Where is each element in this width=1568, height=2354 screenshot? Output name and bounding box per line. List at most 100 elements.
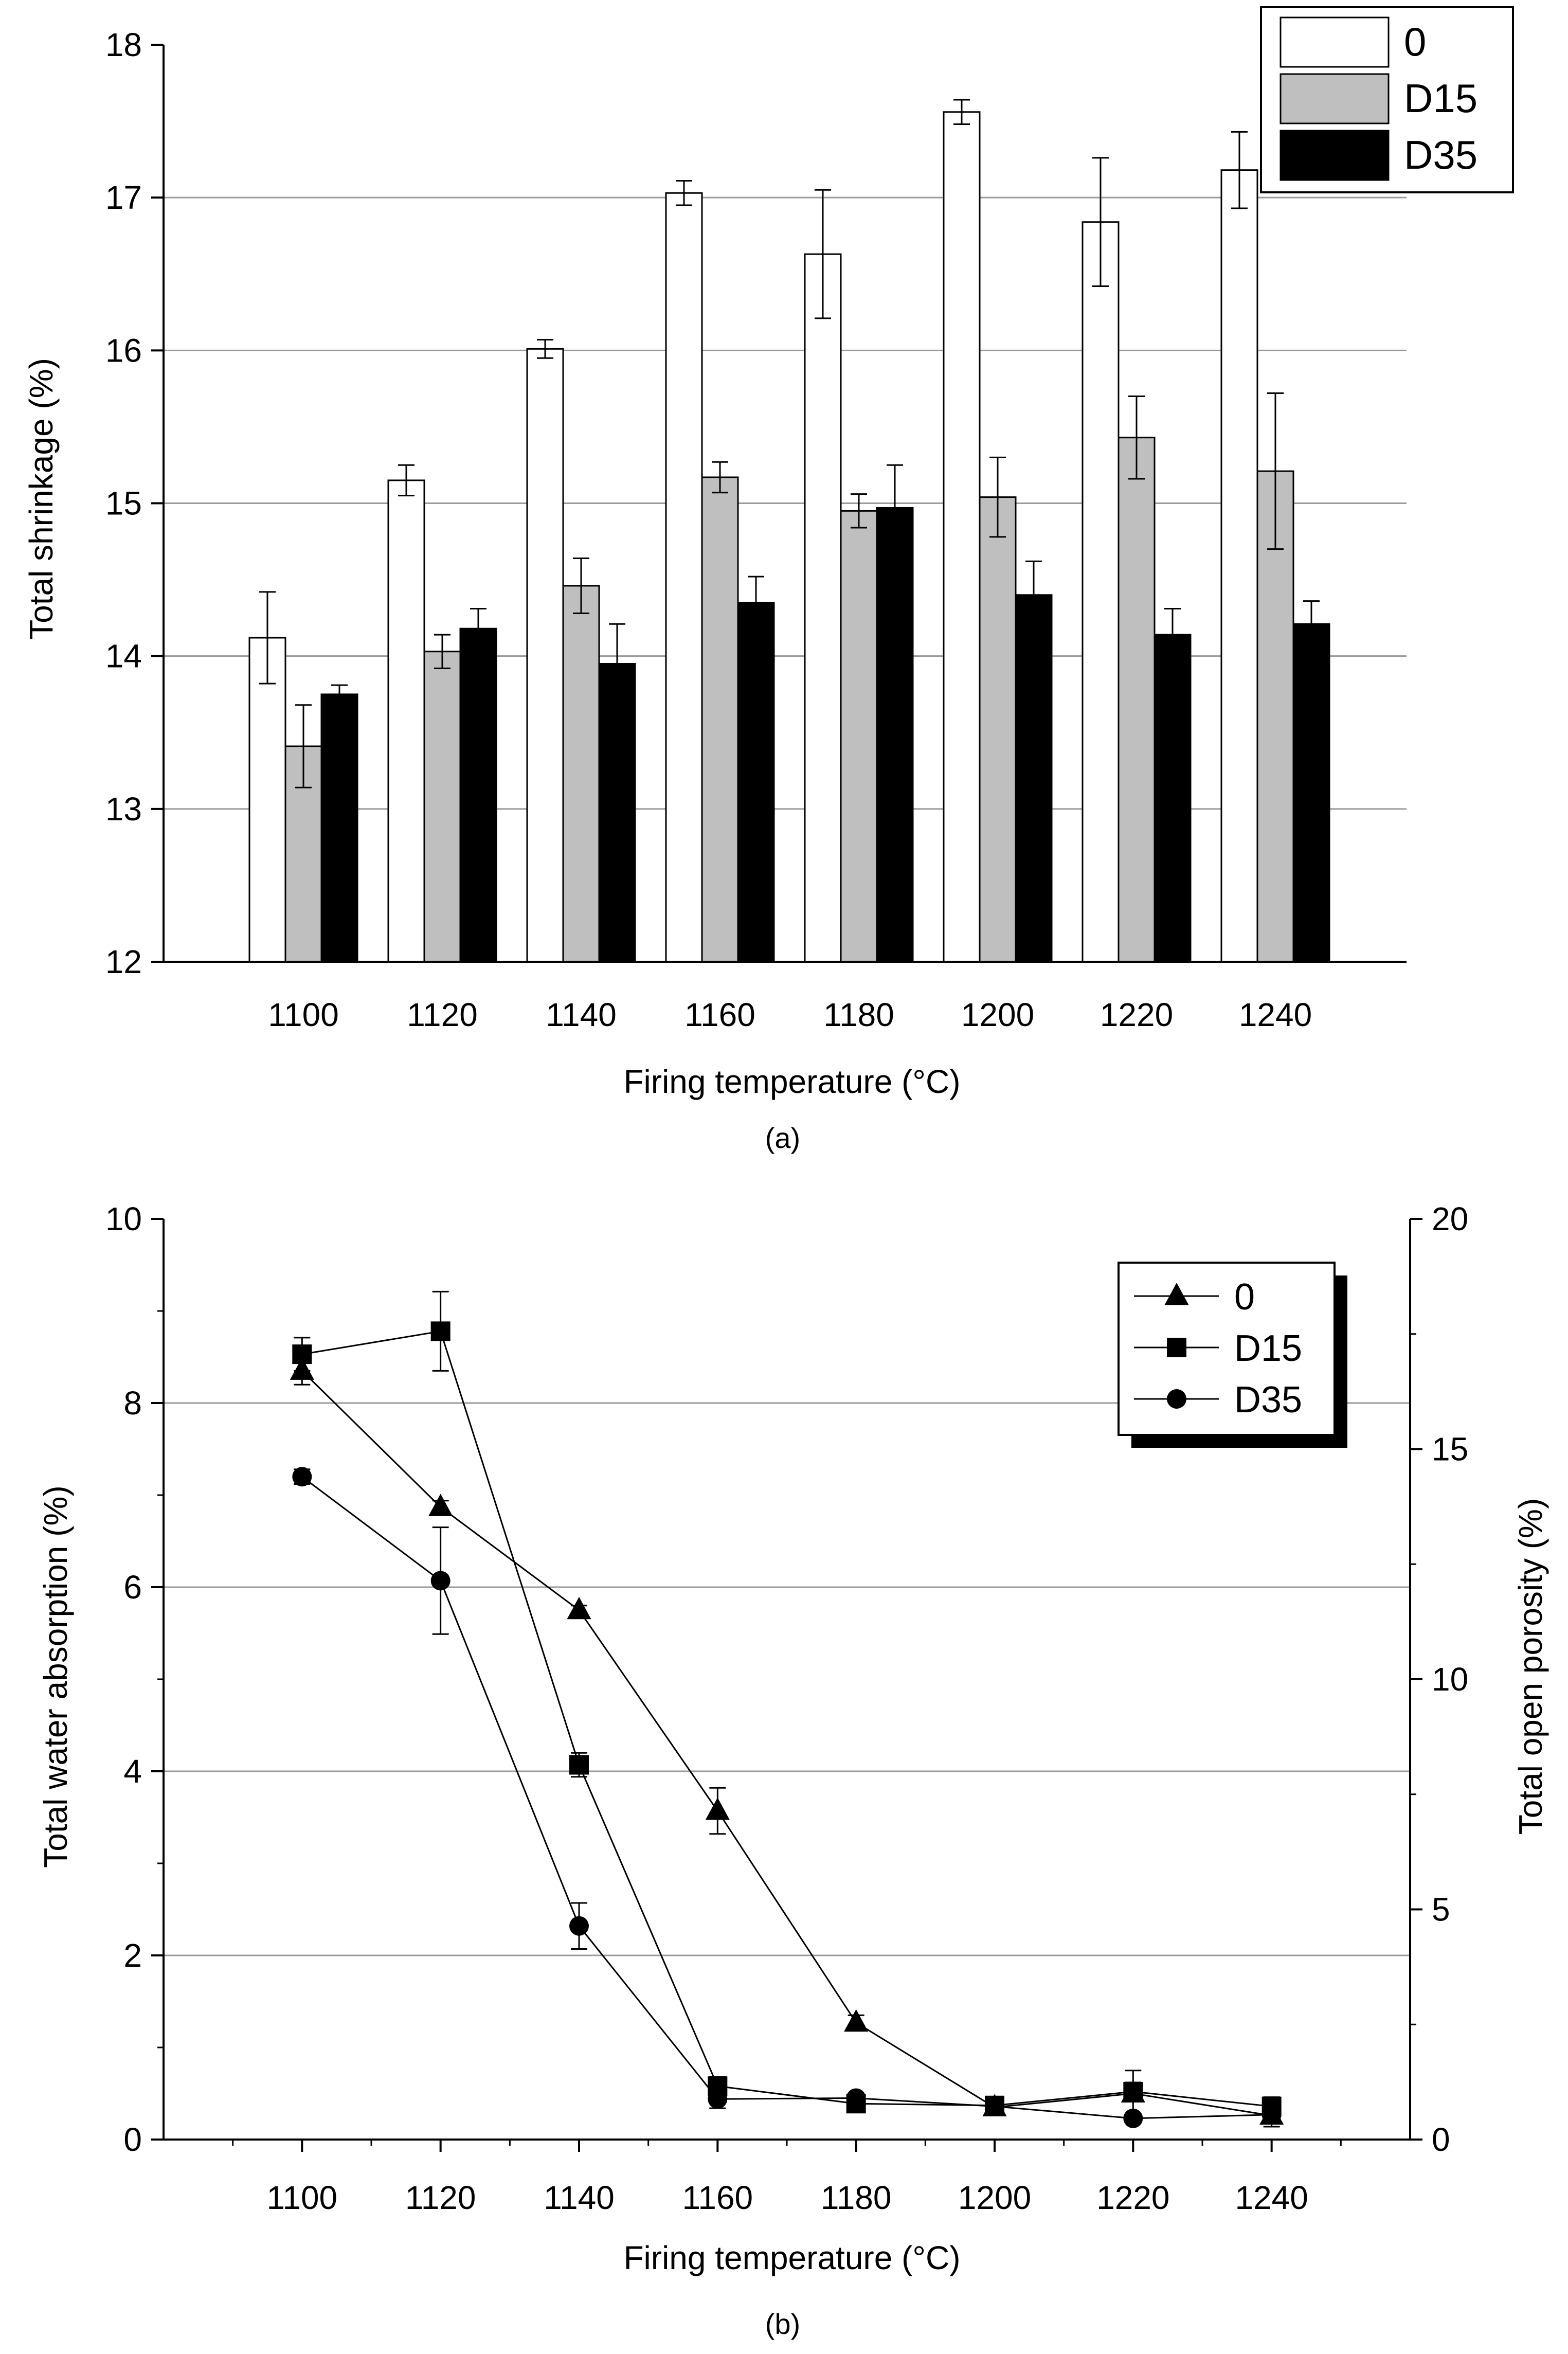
x-tick-label: 1140 [544,2179,615,2216]
y-axis-title: Total shrinkage (%) [23,358,60,640]
bar-d35-1180 [876,507,914,963]
panel-label: (a) [765,1122,800,1154]
point-d35-1200 [985,2096,1004,2116]
point-d35-1100 [292,1467,312,1487]
x-tick-label: 1160 [682,2179,753,2216]
bar-0-1120 [387,479,425,963]
y2-axis-title: Total open porosity (%) [1512,1498,1549,1835]
y-tick-label: 0 [123,2121,142,2158]
bar-0-1220 [1082,221,1120,963]
point-d15-1220 [1123,2081,1143,2101]
panel-label: (b) [765,2308,800,2340]
point-d15-1100 [292,1344,312,1364]
x-tick-label: 1220 [1096,2179,1169,2216]
bar-d35-1120 [459,627,497,963]
y2-tick-label: 15 [1432,1431,1468,1468]
x-tick-label: 1200 [958,2179,1031,2216]
y-tick-label: 4 [123,1753,142,1790]
y-tick-label: 14 [105,638,142,675]
point-d15-1120 [430,1321,450,1341]
bar-d35-1200 [1015,594,1053,963]
legend-marker-d35 [1167,1389,1186,1409]
legend-label: 0 [1404,19,1426,64]
panel-a-shrinkage-chart: 12 13 14 15 16 17 18 1100 1120 1140 1160 1180 1200 12… [23,6,1514,1154]
x-tick-label: 1240 [1239,996,1312,1033]
legend-marker-d15 [1167,1338,1186,1357]
y-tick-label: 6 [123,1569,142,1606]
legend-swatch-0 [1279,16,1390,68]
point-d35-1180 [846,2088,866,2108]
y-tick-label: 12 [105,943,142,980]
bar-0-1200 [943,111,981,963]
point-d35-1240 [1261,2105,1282,2125]
bar-0-1100 [248,637,286,963]
x-tick-label: 1180 [821,2179,892,2216]
bar-d35-1140 [598,663,636,963]
bar-d15-1140 [562,585,600,963]
x-tick-label: 1100 [267,2179,338,2216]
legend-label: D35 [1234,1379,1302,1421]
point-0-1100 [290,1357,314,1380]
x-tick-label: 1140 [546,996,617,1033]
bar-d35-1220 [1154,634,1192,963]
y-tick-label: 15 [105,485,142,522]
legend-label: 0 [1234,1277,1255,1318]
legend-label: D15 [1404,76,1477,121]
bar-d35-1240 [1292,623,1330,963]
y-tick-label: 13 [105,790,142,828]
point-0-1140 [567,1596,591,1620]
x-tick-label: 1160 [684,996,755,1033]
y-tick-label: 10 [105,1200,142,1237]
bar-d35-1100 [320,693,358,963]
bar-d15-1220 [1118,437,1156,963]
series-line-d35 [301,1476,1272,2119]
legend-box [1118,1262,1336,1436]
point-0-1180 [844,2009,869,2032]
y-tick-label: 8 [123,1385,142,1422]
y-tick-label: 16 [105,332,142,369]
point-0-1160 [705,1798,730,1820]
point-d35-1160 [708,2089,728,2109]
bar-0-1240 [1220,169,1258,963]
x-tick-label: 1240 [1235,2179,1308,2216]
y2-tick-label: 10 [1432,1661,1468,1698]
legend-label: D35 [1404,132,1477,177]
legend-swatch-d35 [1279,130,1390,181]
legend-label: D15 [1234,1328,1302,1369]
bar-d15-1200 [979,496,1017,963]
bar-d15-1120 [423,651,461,963]
point-d35-1140 [569,1916,589,1936]
y-tick-label: 17 [105,179,142,216]
point-0-1120 [428,1494,453,1516]
y2-tick-label: 0 [1432,2121,1450,2158]
x-tick-label: 1220 [1100,996,1173,1033]
y-tick-label: 2 [123,1937,142,1974]
bar-0-1160 [665,192,703,963]
point-d35-1120 [430,1571,450,1591]
x-tick-label: 1120 [407,996,478,1033]
bar-d15-1240 [1256,470,1294,963]
bar-0-1180 [804,253,842,963]
bar-0-1140 [526,348,564,963]
bar-d35-1160 [737,602,775,963]
point-d35-1220 [1123,2108,1143,2128]
y-axis-title: Total water absorption (%) [37,1485,74,1867]
bar-d15-1160 [701,476,739,963]
point-d15-1140 [569,1755,589,1775]
bar-d15-1180 [840,510,878,963]
series-line-d15 [302,1330,1272,2108]
panel-b-absorption-chart: 0 2 4 6 8 10 0 5 10 15 20 1100 1120 1140 1160 1180 1200 1… [37,1200,1549,2340]
y-tick-label: 18 [105,26,142,63]
x-tick-label: 1120 [405,2179,476,2216]
x-tick-label: 1180 [823,996,894,1033]
series-line-0 [301,1370,1272,2116]
legend-marker-0 [1164,1283,1189,1305]
y2-tick-label: 5 [1432,1891,1450,1928]
legend-swatch-d15 [1279,73,1390,124]
x-tick-label: 1200 [961,996,1034,1033]
x-axis-title: Firing temperature (°C) [623,2239,960,2276]
y2-tick-label: 20 [1432,1200,1468,1237]
x-axis-title: Firing temperature (°C) [623,1063,960,1100]
x-tick-label: 1100 [268,996,339,1033]
